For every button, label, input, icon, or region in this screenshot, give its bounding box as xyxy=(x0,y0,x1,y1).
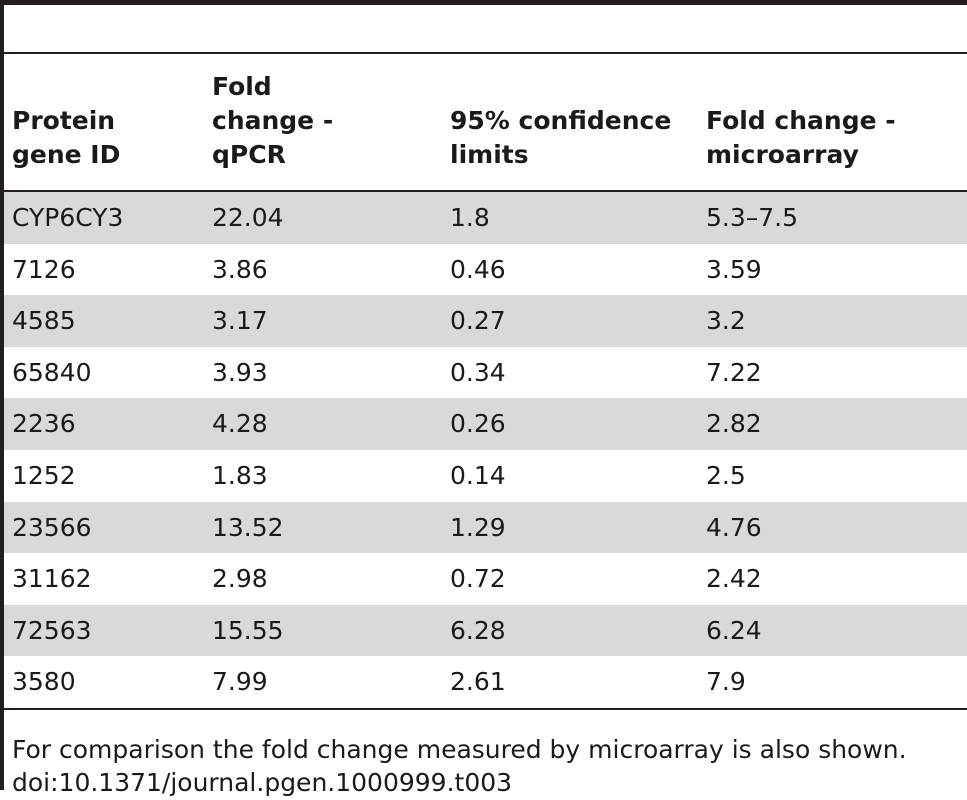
cell-confidence-limits: 0.72 xyxy=(450,564,506,594)
doi-link[interactable]: doi:10.1371/journal.pgen.1000999.t003 xyxy=(12,768,513,797)
cell-confidence-limits: 1.8 xyxy=(450,203,490,232)
cell-fold-change-microarray: 7.9 xyxy=(706,667,746,697)
table-row: 72563 15.55 6.28 6.24 xyxy=(4,604,967,657)
cell-protein-id: 2236 xyxy=(12,409,76,439)
header-fold-change-qpcr: Fold change - qPCR xyxy=(212,70,333,172)
cell-fold-change-microarray: 5.3–7.5 xyxy=(706,203,799,232)
table-header: Protein gene ID Fold change - qPCR 95% c… xyxy=(0,54,967,190)
cell-confidence-limits: 0.26 xyxy=(450,409,506,439)
cell-fold-change-qpcr: 7.99 xyxy=(212,667,268,697)
cell-fold-change-qpcr: 15.55 xyxy=(212,615,284,645)
cell-confidence-limits: 2.61 xyxy=(450,667,506,697)
header-top-rule xyxy=(4,52,967,54)
cell-fold-change-microarray: 7.22 xyxy=(706,357,762,387)
cell-protein-id: CYP6CY3 xyxy=(12,203,124,232)
cell-confidence-limits: 0.14 xyxy=(450,460,506,490)
cell-fold-change-microarray: 3.2 xyxy=(706,306,746,336)
header-fold-change-microarray: Fold change - microarray xyxy=(706,104,896,172)
cell-fold-change-qpcr: 2.98 xyxy=(212,564,268,594)
cell-protein-id: 23566 xyxy=(12,512,92,542)
table-row: 23566 13.52 1.29 4.76 xyxy=(4,501,967,554)
cell-fold-change-qpcr: 3.86 xyxy=(212,254,268,284)
table-row: CYP6CY3 22.04 1.8 5.3–7.5 xyxy=(4,192,967,244)
header-confidence-limits: 95% confidence limits xyxy=(450,104,671,172)
cell-protein-id: 7126 xyxy=(12,254,76,284)
header-fold-change-qpcr-text: Fold change - qPCR xyxy=(212,72,334,169)
cell-confidence-limits: 1.29 xyxy=(450,512,506,542)
table-row: 7126 3.86 0.46 3.59 xyxy=(4,244,967,296)
cell-fold-change-qpcr: 22.04 xyxy=(212,203,284,232)
cell-protein-id: 4585 xyxy=(12,306,76,336)
cell-fold-change-qpcr: 4.28 xyxy=(212,409,268,439)
table-body: CYP6CY3 22.04 1.8 5.3–7.5 7126 3.86 0.46… xyxy=(4,192,967,708)
header-confidence-limits-text: 95% confidence limits xyxy=(450,106,672,169)
table-row: 31162 2.98 0.72 2.42 xyxy=(4,553,967,605)
cell-confidence-limits: 0.34 xyxy=(450,357,506,387)
cell-confidence-limits: 0.46 xyxy=(450,254,506,284)
cell-fold-change-microarray: 6.24 xyxy=(706,615,762,645)
table-row: 4585 3.17 0.27 3.2 xyxy=(4,295,967,347)
cell-fold-change-qpcr: 3.17 xyxy=(212,306,268,336)
cell-protein-id: 3580 xyxy=(12,667,76,697)
cell-confidence-limits: 6.28 xyxy=(450,615,506,645)
cell-fold-change-qpcr: 13.52 xyxy=(212,512,284,542)
cell-fold-change-qpcr: 1.83 xyxy=(212,460,268,490)
cell-fold-change-microarray: 3.59 xyxy=(706,254,762,284)
header-bottom-rule xyxy=(4,190,967,192)
table-row: 65840 3.93 0.34 7.22 xyxy=(4,347,967,399)
cell-fold-change-microarray: 2.82 xyxy=(706,409,762,439)
top-thick-rule xyxy=(0,0,967,5)
cell-fold-change-qpcr: 3.93 xyxy=(212,357,268,387)
table-row: 3580 7.99 2.61 7.9 xyxy=(4,656,967,708)
cell-protein-id: 31162 xyxy=(12,564,92,594)
left-border-rule xyxy=(0,0,4,790)
cell-fold-change-microarray: 2.5 xyxy=(706,460,746,490)
header-protein-gene-id-text: Protein gene ID xyxy=(12,106,121,169)
table-footnote: For comparison the fold change measured … xyxy=(12,735,907,764)
cell-protein-id: 1252 xyxy=(12,460,76,490)
cell-protein-id: 65840 xyxy=(12,357,92,387)
cell-protein-id: 72563 xyxy=(12,615,92,645)
cell-fold-change-microarray: 4.76 xyxy=(706,512,762,542)
table-bottom-rule xyxy=(4,708,967,710)
header-fold-change-microarray-text: Fold change - microarray xyxy=(706,106,896,169)
cell-fold-change-microarray: 2.42 xyxy=(706,564,762,594)
table-row: 2236 4.28 0.26 2.82 xyxy=(4,398,967,450)
header-protein-gene-id: Protein gene ID xyxy=(12,104,120,172)
table-row: 1252 1.83 0.14 2.5 xyxy=(4,450,967,502)
cell-confidence-limits: 0.27 xyxy=(450,306,506,336)
